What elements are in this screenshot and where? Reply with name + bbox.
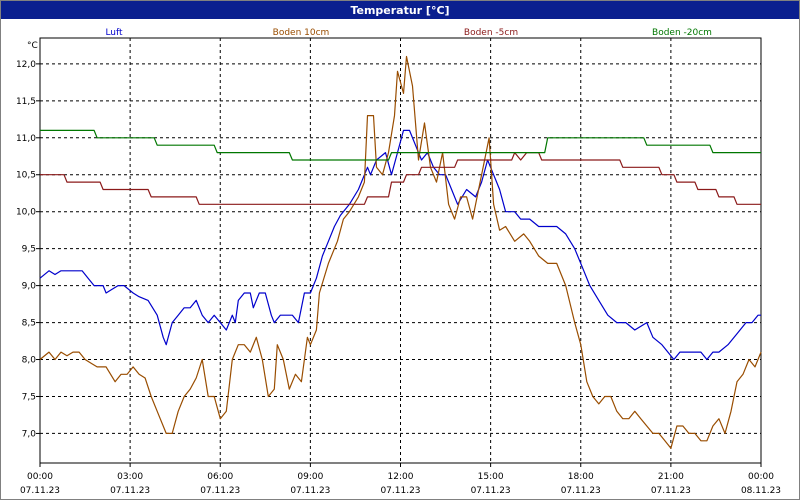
series-lines <box>39 55 762 449</box>
series-line-3 <box>40 129 761 161</box>
x-axis-ticks: 00:00 07.11.23 03:00 07.11.23 06:00 07.11.23 0… <box>20 463 781 496</box>
y-axis-unit: °C <box>27 41 38 51</box>
x-tick-time-label: 12:00 <box>388 472 414 482</box>
x-tick-date-label: 07.11.23 <box>290 486 330 496</box>
legend-entry-3: Boden -20cm <box>652 28 712 38</box>
y-axis-ticks: 7,0 7,5 8,0 8,5 9,0 9,5 10,0 10,5 11,0 11,5 12,0 <box>16 60 40 439</box>
y-tick-label: 10,0 <box>16 208 36 218</box>
y-tick-label: 11,0 <box>16 134 36 144</box>
x-tick-date-label: 08.11.23 <box>741 486 781 496</box>
y-tick-label: 8,5 <box>22 319 36 329</box>
legend: Luft Boden 10cm Boden -5cm Boden -20cm <box>105 28 712 38</box>
y-tick-label: 10,5 <box>16 171 36 181</box>
y-tick-label: 7,0 <box>22 429 37 439</box>
x-tick-time-label: 00:00 <box>748 472 774 482</box>
x-tick-time-label: 03:00 <box>117 472 143 482</box>
x-tick-date-label: 07.11.23 <box>200 486 240 496</box>
legend-entry-2: Boden -5cm <box>464 28 518 38</box>
x-tick-time-label: 18:00 <box>568 472 594 482</box>
chart-title: Temperatur [°C] <box>1 1 799 19</box>
y-tick-label: 11,5 <box>16 97 36 107</box>
x-tick-date-label: 07.11.23 <box>471 486 511 496</box>
x-tick-time-label: 21:00 <box>658 472 684 482</box>
x-tick-date-label: 07.11.23 <box>110 486 150 496</box>
x-tick-time-label: 06:00 <box>207 472 233 482</box>
x-tick-time-label: 00:00 <box>27 472 53 482</box>
y-tick-label: 7,5 <box>22 392 36 402</box>
grid <box>40 38 761 463</box>
x-tick-time-label: 09:00 <box>297 472 323 482</box>
y-tick-label: 9,0 <box>22 282 37 292</box>
x-tick-date-label: 07.11.23 <box>651 486 691 496</box>
y-tick-label: 8,0 <box>22 356 37 366</box>
legend-entry-1: Boden 10cm <box>273 28 330 38</box>
legend-entry-0: Luft <box>105 28 123 38</box>
x-tick-date-label: 07.11.23 <box>561 486 601 496</box>
series-line-1 <box>39 55 762 449</box>
y-tick-label: 9,5 <box>22 245 36 255</box>
series-line-0 <box>39 129 761 361</box>
y-tick-label: 12,0 <box>16 60 36 70</box>
x-tick-date-label: 07.11.23 <box>380 486 420 496</box>
x-tick-date-label: 07.11.23 <box>20 486 60 496</box>
x-tick-time-label: 15:00 <box>478 472 504 482</box>
series-line-2 <box>40 152 761 205</box>
